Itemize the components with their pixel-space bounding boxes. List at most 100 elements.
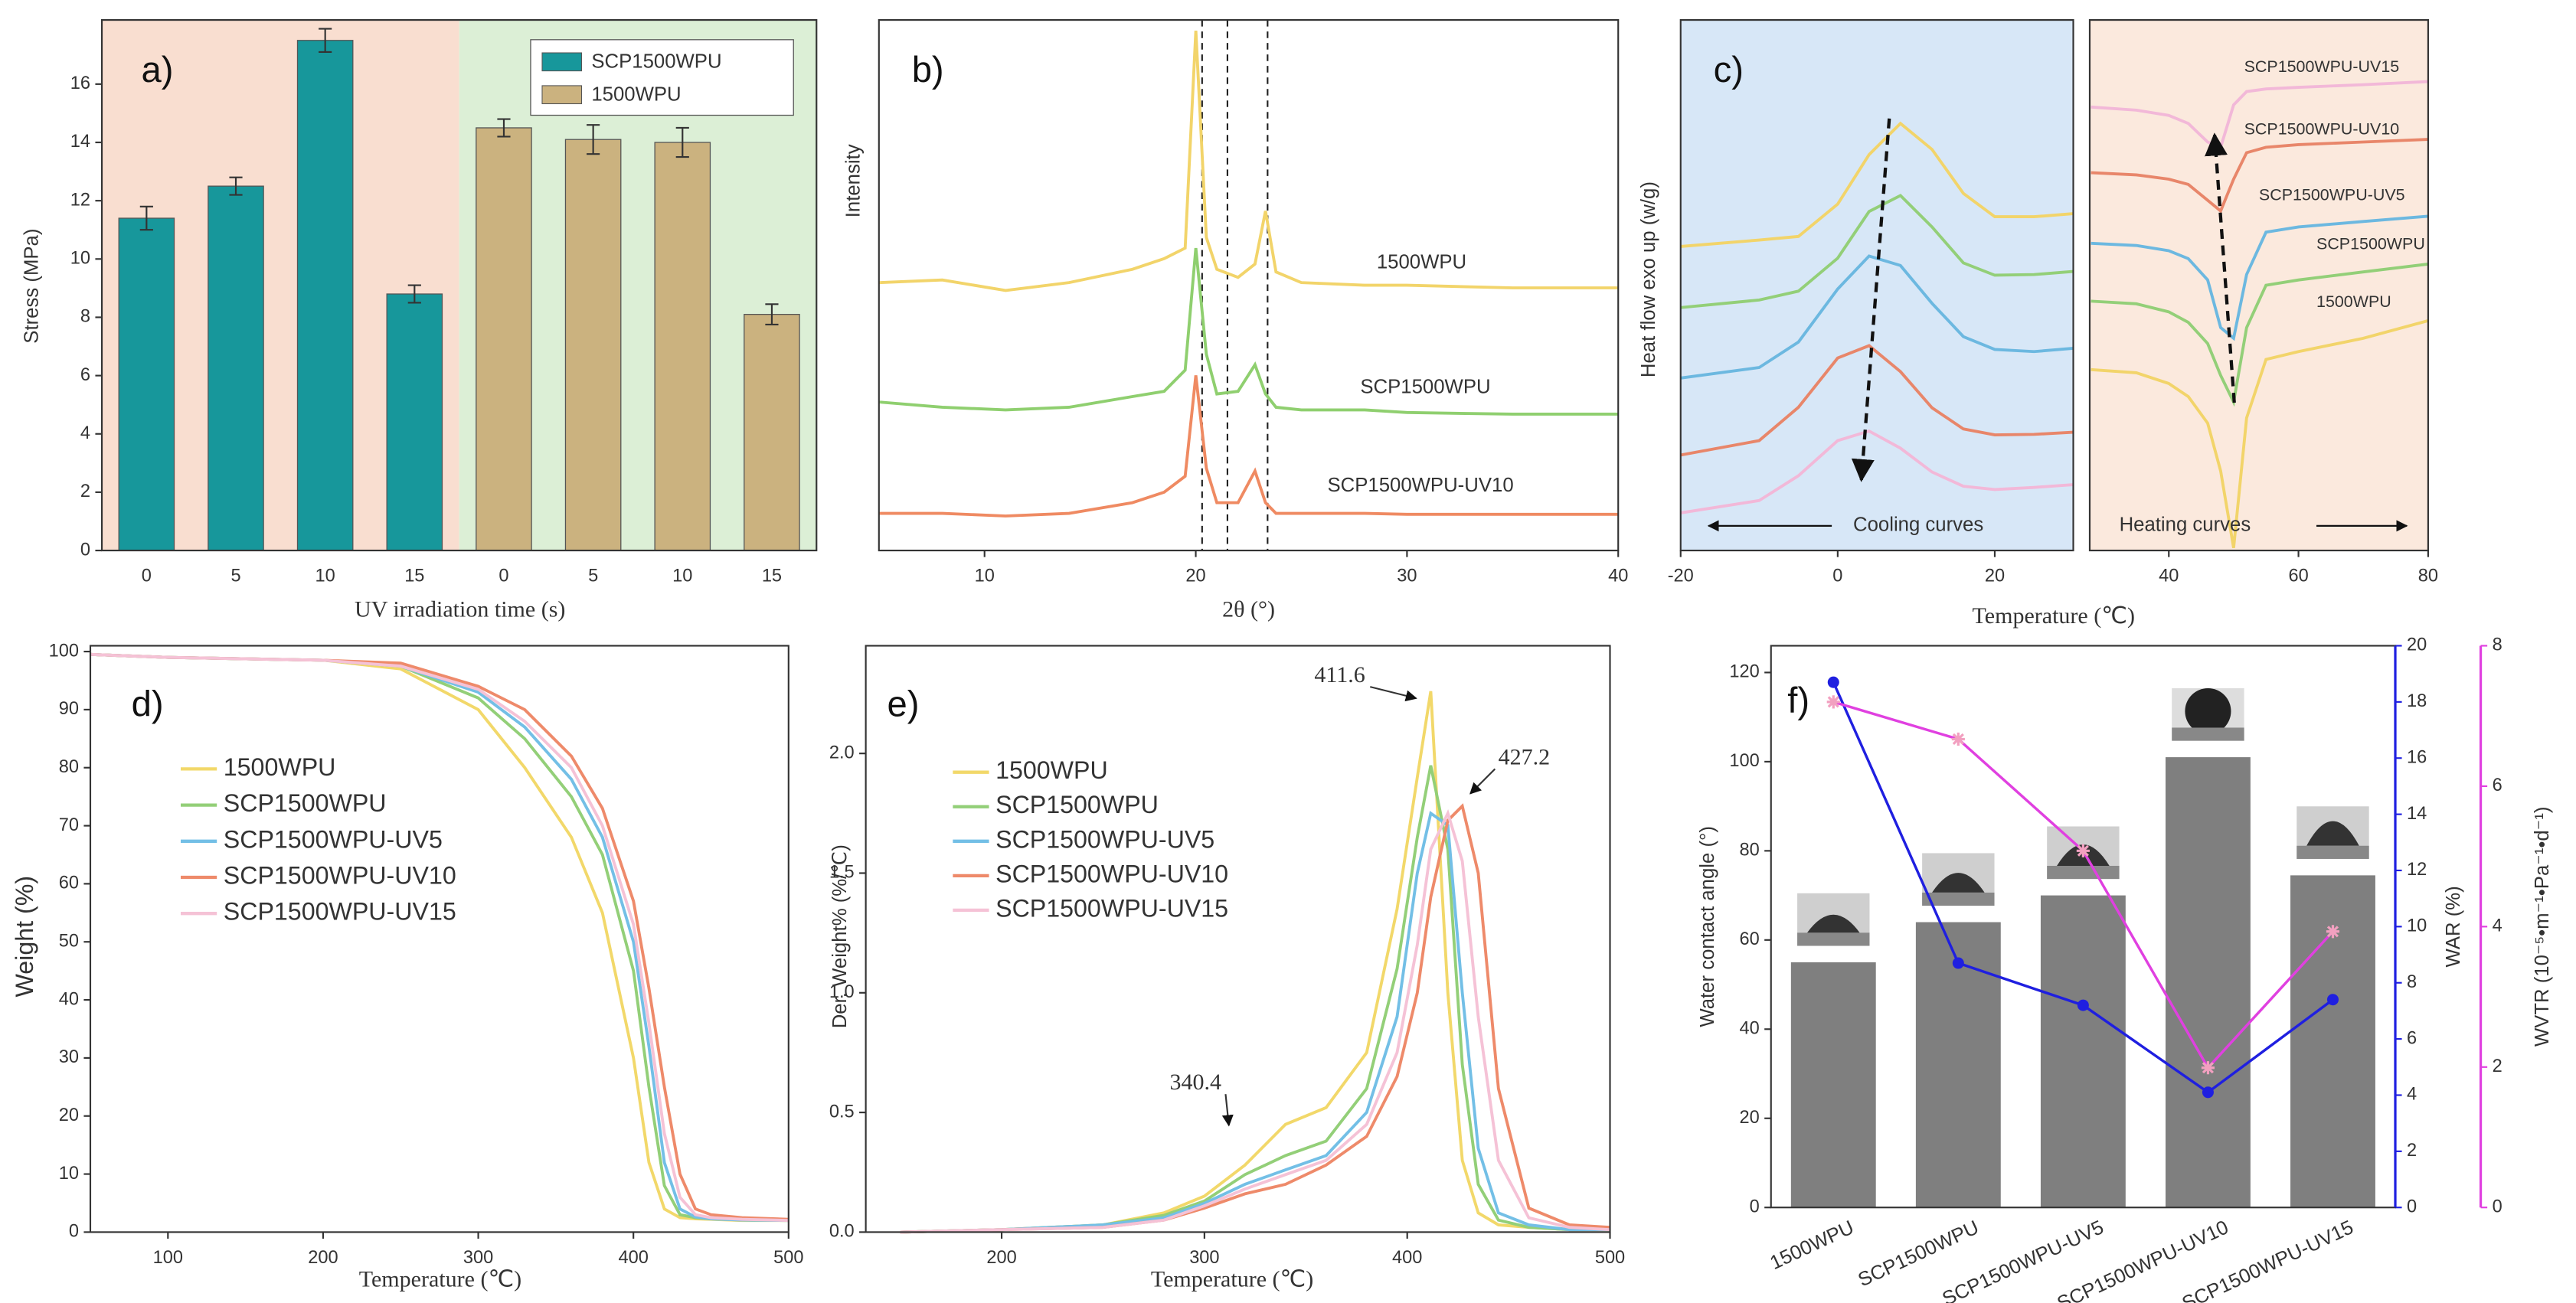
y-axis-label: Der. Weight% (%/℃) [829,844,851,1028]
annotation-arrow [1469,768,1496,795]
x-tick-label: 20 [1185,566,1205,586]
legend-label: SCP1500WPU-UV10 [995,860,1228,887]
annotation: 340.4 [1170,1070,1222,1095]
droplet [2306,821,2359,846]
y-tick-label: 0 [1750,1196,1760,1216]
y-tick-label: 30 [59,1047,79,1066]
marker [2326,925,2340,939]
panel-label: d) [132,684,164,724]
error-bar [675,126,689,158]
substrate [2047,865,2120,880]
y-tick-label: 80 [1739,840,1759,860]
annotation-arrow [1221,1094,1234,1127]
x-tick-label: 5 [230,566,240,586]
plot-frame [2088,19,2429,552]
substrate [2296,845,2369,859]
line-series [1680,194,2074,309]
line-series [1680,344,2074,457]
y-tick-label: 40 [59,988,79,1008]
droplet [1932,873,1985,893]
marker [2202,1086,2214,1099]
y-tick-label: 12 [2407,859,2427,879]
y-tick-label: 4 [2407,1084,2417,1104]
y-tick-label: 50 [59,930,79,950]
bar [296,40,354,551]
y-tick-label: 70 [59,815,79,834]
panel-label: e) [888,684,920,724]
y-tick-label: 18 [2407,691,2427,710]
x-tick-label: 300 [1189,1247,1219,1267]
series-label: SCP1500WPU-UV15 [2244,57,2400,76]
y-tick-label: 100 [1729,750,1759,770]
series-label: SCP1500WPU [2316,235,2425,253]
x-tick-label: 0 [1832,566,1842,586]
y-axis-label: Water contact angle (°) [1697,826,1718,1027]
line-series [2091,214,2429,341]
y-axis-label: WAR (%) [2443,886,2464,967]
y-tick-label: 60 [59,873,79,893]
marker [1827,676,1839,688]
y-tick-label: 40 [1739,1018,1759,1038]
line-series [878,247,1619,416]
y-tick-label: 0 [2493,1196,2502,1216]
y-tick-label: 120 [1729,661,1759,681]
series-label: 1500WPU [1377,251,1466,273]
error-bar [319,28,332,54]
error-bar [407,284,421,304]
y-axis-label: Stress (MPa) [21,229,43,344]
series-label: SCP1500WPU-UV5 [2259,185,2405,204]
y-tick-label: 0 [69,1221,79,1241]
y-tick-label: 2.0 [829,742,855,762]
legend-label: SCP1500WPU [995,791,1159,818]
x-tick-label: 40 [2159,566,2179,586]
plot-frame [89,645,789,1233]
x-tick-label: 500 [773,1247,803,1267]
bar [2165,757,2251,1208]
marker [2201,1061,2215,1075]
x-tick-label: 15 [762,566,782,586]
plot-frame [100,19,818,552]
arrow [1851,118,1891,482]
x-tick-label: 40 [1608,566,1628,586]
bar [2040,895,2126,1208]
line-series [90,652,789,1223]
x-tick-label: 30 [1397,566,1417,586]
line-series [2091,319,2429,548]
bar [1915,922,2001,1208]
y-tick-label: 6 [2407,1027,2417,1047]
y-tick-label: 10 [70,248,90,268]
error-bar [587,124,600,155]
x-tick-label: -20 [1668,566,1694,586]
y-tick-label: 8 [2407,972,2417,991]
series-label: SCP1500WPU [1360,376,1490,397]
annotation: Heating curves [2120,514,2251,536]
line-series [1680,254,2074,380]
panel-label: c) [1714,50,1744,90]
error-bar [765,303,779,326]
x-tick-label: 10 [975,566,995,586]
y-tick-label: 6 [2493,775,2502,795]
x-tick-label: 15 [404,566,424,586]
marker [1826,695,1840,709]
line-series [878,30,1619,292]
y-axis-label: Heat flow exo up (w/g) [1638,181,1659,377]
y-tick-label: 0.0 [829,1221,855,1241]
y-tick-label: 4 [2493,916,2502,936]
y-tick-label: 20 [1739,1107,1759,1127]
y-tick-label: 2 [80,481,90,501]
y-tick-label: 1.0 [829,981,855,1001]
y-tick-label: 90 [59,698,79,718]
x-tick-label: 400 [1392,1247,1422,1267]
legend-swatch [541,85,583,105]
y-tick-label: 16 [2407,746,2427,766]
line-series [2091,138,2428,214]
x-tick-label: 200 [308,1247,338,1267]
annotation: 427.2 [1499,744,1551,769]
x-tick-label: 0 [142,566,152,586]
arrow [2205,132,2236,403]
y-tick-label: 8 [80,306,90,326]
y-tick-label: 10 [59,1163,79,1183]
error-bar [497,118,511,138]
legend-label: SCP1500WPU-UV5 [224,825,443,853]
annotation: Cooling curves [1853,514,1983,536]
